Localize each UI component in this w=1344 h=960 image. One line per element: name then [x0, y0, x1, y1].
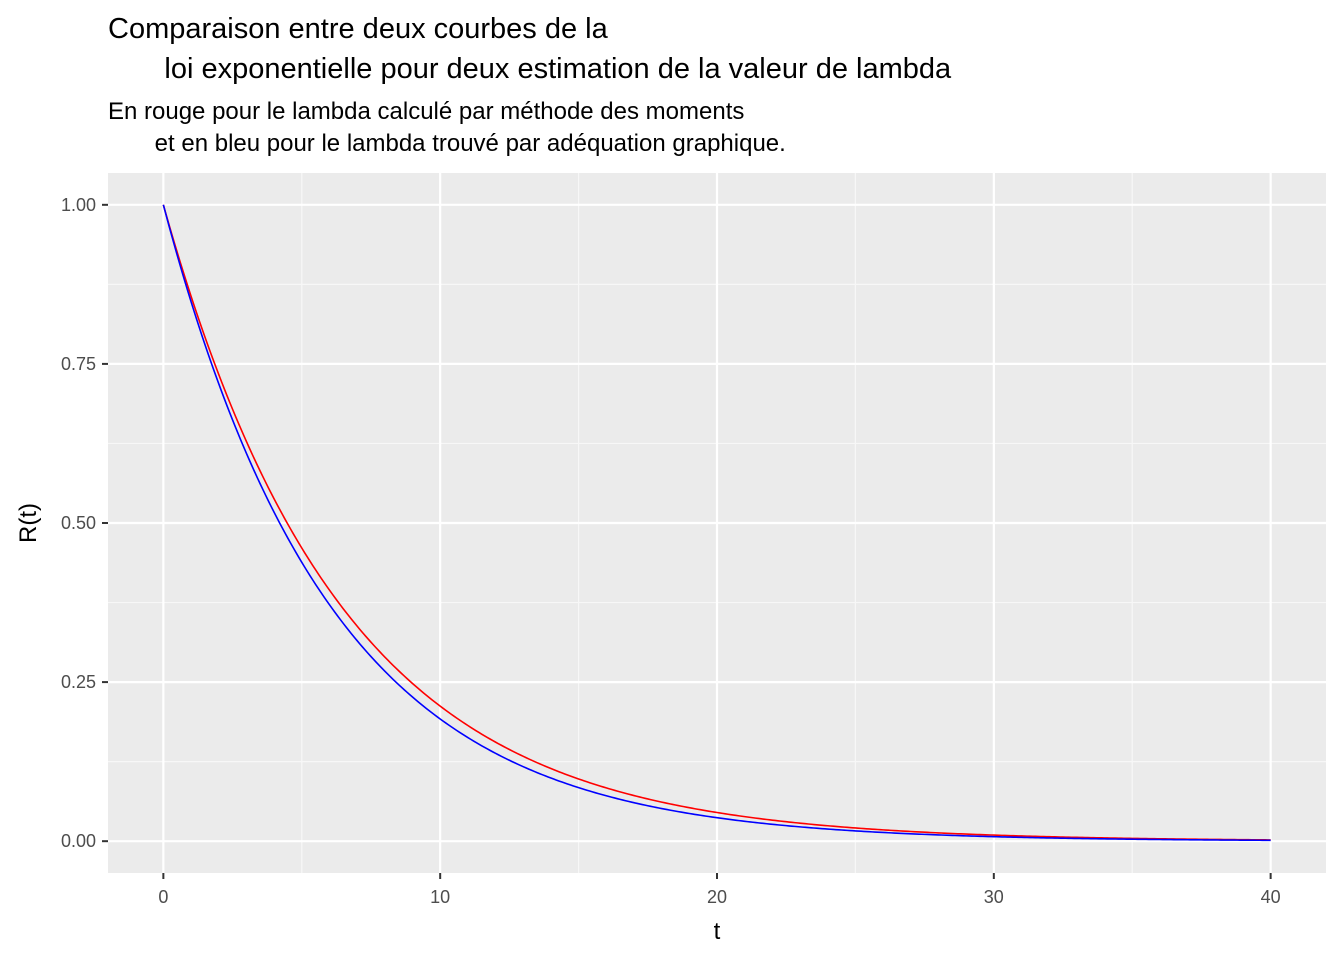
y-tick-label: 0.50 [61, 513, 96, 533]
x-tick-label: 20 [707, 887, 727, 907]
y-tick-label: 0.75 [61, 354, 96, 374]
x-tick-label: 40 [1261, 887, 1281, 907]
x-tick-label: 0 [158, 887, 168, 907]
x-axis-title: t [714, 918, 721, 945]
series-line-red [162, 204, 1271, 841]
chart-subtitle-line-1: En rouge pour le lambda calculé par méth… [108, 98, 745, 125]
y-tick-label: 0.25 [61, 672, 96, 692]
major-gridlines [108, 173, 1326, 873]
y-axis: 0.00 0.25 0.50 0.75 1.00 [61, 195, 108, 851]
series-lines [162, 204, 1271, 842]
y-tick-label: 1.00 [61, 195, 96, 215]
chart-title-line-2: loi exponentielle pour deux estimation d… [108, 53, 952, 85]
series-line-blue [162, 204, 1271, 842]
chart-subtitle-line-2: et en bleu pour le lambda trouvé par adé… [108, 130, 786, 157]
y-axis-title: R(t) [15, 503, 42, 543]
x-tick-label: 10 [430, 887, 450, 907]
chart-title-line-1: Comparaison entre deux courbes de la [108, 13, 608, 45]
x-axis: 0 10 20 30 40 [158, 873, 1281, 907]
y-tick-label: 0.00 [61, 831, 96, 851]
x-tick-label: 30 [984, 887, 1004, 907]
